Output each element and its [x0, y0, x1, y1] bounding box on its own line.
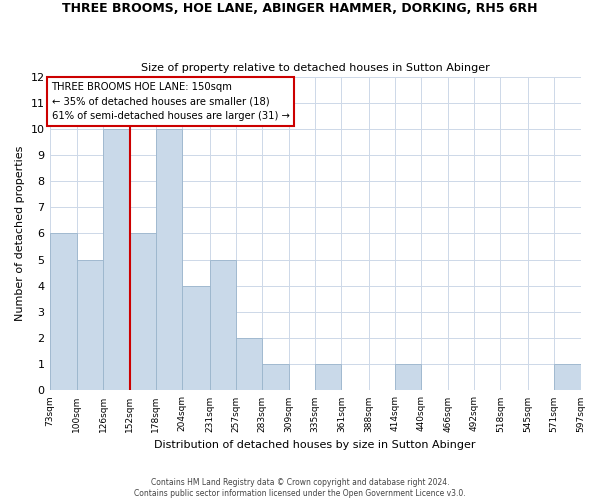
Bar [262, 364, 289, 390]
Title: Size of property relative to detached houses in Sutton Abinger: Size of property relative to detached ho… [140, 63, 490, 73]
Bar [103, 129, 130, 390]
Text: THREE BROOMS, HOE LANE, ABINGER HAMMER, DORKING, RH5 6RH: THREE BROOMS, HOE LANE, ABINGER HAMMER, … [62, 2, 538, 16]
Bar [395, 364, 421, 390]
Bar [50, 234, 77, 390]
Bar [315, 364, 341, 390]
Bar [182, 286, 209, 391]
X-axis label: Distribution of detached houses by size in Sutton Abinger: Distribution of detached houses by size … [154, 440, 476, 450]
Bar [236, 338, 262, 390]
Text: Contains HM Land Registry data © Crown copyright and database right 2024.
Contai: Contains HM Land Registry data © Crown c… [134, 478, 466, 498]
Bar [130, 234, 156, 390]
Y-axis label: Number of detached properties: Number of detached properties [15, 146, 25, 321]
Bar [554, 364, 581, 390]
Text: THREE BROOMS HOE LANE: 150sqm
← 35% of detached houses are smaller (18)
61% of s: THREE BROOMS HOE LANE: 150sqm ← 35% of d… [52, 82, 289, 122]
Bar [156, 129, 182, 390]
Bar [209, 260, 236, 390]
Bar [77, 260, 103, 390]
